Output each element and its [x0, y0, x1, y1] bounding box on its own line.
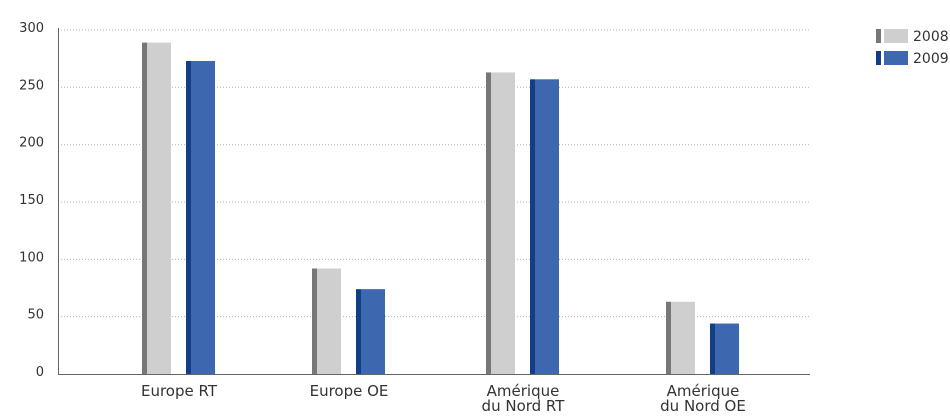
axes	[58, 28, 810, 375]
legend-label: 2009	[913, 51, 949, 67]
y-tick-label: 0	[36, 365, 44, 380]
y-tick-label: 150	[19, 193, 44, 208]
x-category-label: Amérique	[667, 382, 740, 400]
y-tick-label: 200	[19, 136, 44, 151]
bar-edge-2009	[356, 289, 361, 374]
x-category-label: du Nord RT	[482, 397, 566, 415]
y-tick-label: 100	[19, 250, 44, 265]
x-category-label: Amérique	[487, 382, 560, 400]
bar-edge-2008	[142, 42, 147, 374]
y-tick-label: 250	[19, 78, 44, 93]
x-category-label: du Nord OE	[660, 397, 746, 415]
bar-2008-0	[147, 42, 171, 374]
legend-swatch-edge	[876, 51, 881, 65]
legend-swatch-edge	[876, 29, 881, 43]
legend: 2008 2009	[876, 29, 949, 67]
legend-swatch	[884, 51, 908, 65]
bar-edge-2008	[666, 301, 671, 374]
labels: 0 50 100 150 200 250 300 Europe RT Europe OE Amér…	[19, 21, 746, 415]
bar-2008-3	[671, 301, 695, 374]
bar-2009-1	[361, 289, 385, 374]
bar-2008-2	[491, 72, 515, 374]
y-tick-label: 50	[27, 308, 44, 323]
bar-edge-2009	[710, 323, 715, 374]
y-tick-label: 300	[19, 21, 44, 36]
bar-edge-2008	[312, 268, 317, 374]
bar-2009-3	[715, 323, 739, 374]
bar-2009-2	[535, 79, 559, 374]
legend-label: 2008	[913, 29, 949, 45]
x-category-label: Europe RT	[141, 382, 218, 400]
bar-edge-2009	[186, 60, 191, 375]
bars	[142, 42, 739, 375]
legend-swatch	[884, 29, 908, 43]
bar-2008-1	[317, 268, 341, 374]
x-category-label: Europe OE	[310, 382, 389, 400]
bar-edge-2009	[530, 79, 535, 374]
bar-edge-2008	[486, 72, 491, 374]
bar-2009-0	[191, 60, 215, 375]
